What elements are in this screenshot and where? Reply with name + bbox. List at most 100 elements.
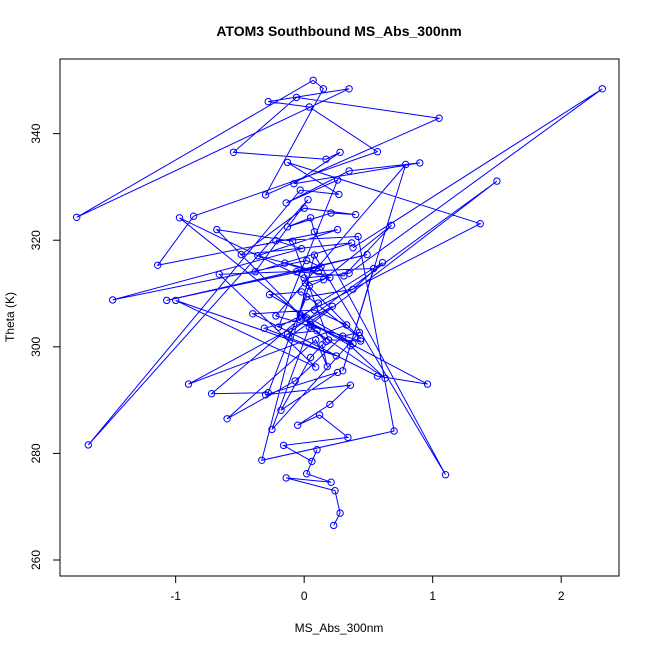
data-point [296,186,304,194]
data-point [598,85,606,93]
data-point [249,310,257,318]
data-point [272,237,280,245]
data-point [264,97,272,106]
x-tick-label: 0 [301,589,308,603]
data-point [310,251,319,259]
data-point [345,269,353,277]
data-point [292,268,301,276]
y-tick-label: 280 [29,443,43,463]
y-tick-label: 340 [29,123,43,143]
data-point [309,76,317,85]
data-point [402,160,410,169]
data-point [348,239,356,247]
data-point [314,268,322,276]
data-point [305,103,313,111]
x-tick-label: -1 [170,589,181,603]
data-point [344,433,352,442]
x-tick-label: 1 [429,589,436,603]
data-point [324,336,333,344]
data-point [283,223,292,231]
data-point [323,362,331,371]
data-point [312,336,320,344]
data-point [303,314,311,322]
data-point [268,425,276,434]
data-point [336,148,344,157]
data-point [281,259,289,267]
data-point [306,214,315,222]
data-point [163,296,171,305]
data-point [312,363,320,371]
data-point [315,411,324,419]
data-point [310,228,319,236]
data-point [304,196,312,204]
data-point [346,381,355,389]
data-point [351,210,360,219]
data-point [332,352,340,360]
data-point [441,471,450,479]
data-point [336,509,344,517]
data-point [215,270,224,278]
y-tick-label: 260 [29,550,43,570]
data-point [297,314,306,322]
data-point [300,204,308,212]
data-point [345,85,353,93]
data-point [207,390,216,398]
data-point [294,421,302,429]
y-tick-label: 300 [29,336,43,356]
data-point [283,330,292,338]
data-point [172,296,180,305]
data-point [306,353,315,362]
data-point [335,190,343,199]
data-point [342,321,351,329]
data-point [357,337,365,345]
data-point [84,441,93,449]
data-point [274,323,283,331]
data-point [73,213,81,222]
data-point [291,377,299,385]
data-point [279,441,288,450]
data-point [184,380,193,388]
data-point [301,279,310,287]
data-point [285,333,293,341]
series-layer [73,76,606,530]
data-point [283,158,292,167]
data-point [387,221,396,230]
data-point [381,374,389,382]
data-point [349,285,357,293]
data-point [264,389,272,397]
y-axis: 260 280 300 320 340 [29,123,60,570]
data-point [333,368,342,377]
data-point [223,415,231,423]
data-point [303,470,311,478]
data-point [423,380,432,388]
data-point [319,85,328,93]
data-point [322,155,330,163]
data-point [290,180,298,188]
data-point [363,250,371,259]
data-point [175,214,184,222]
y-axis-title: Theta (K) [3,292,17,342]
data-point [189,212,198,220]
data-point [349,244,357,252]
data-point [154,261,162,269]
data-point [327,209,335,217]
data-point [330,521,338,530]
data-point [229,148,238,157]
data-point [237,250,245,259]
data-point [303,293,311,301]
x-tick-label: 2 [558,589,565,603]
data-point [272,312,280,320]
data-point [390,427,398,435]
data-point [288,237,297,246]
data-point [345,167,353,175]
data-point [319,276,328,284]
data-point [310,306,319,314]
data-point [369,264,378,273]
data-point [416,159,424,167]
y-tick-label: 320 [29,230,43,250]
data-point [282,474,290,482]
data-point [265,290,274,299]
data-point [297,245,306,253]
data-point [254,252,262,260]
